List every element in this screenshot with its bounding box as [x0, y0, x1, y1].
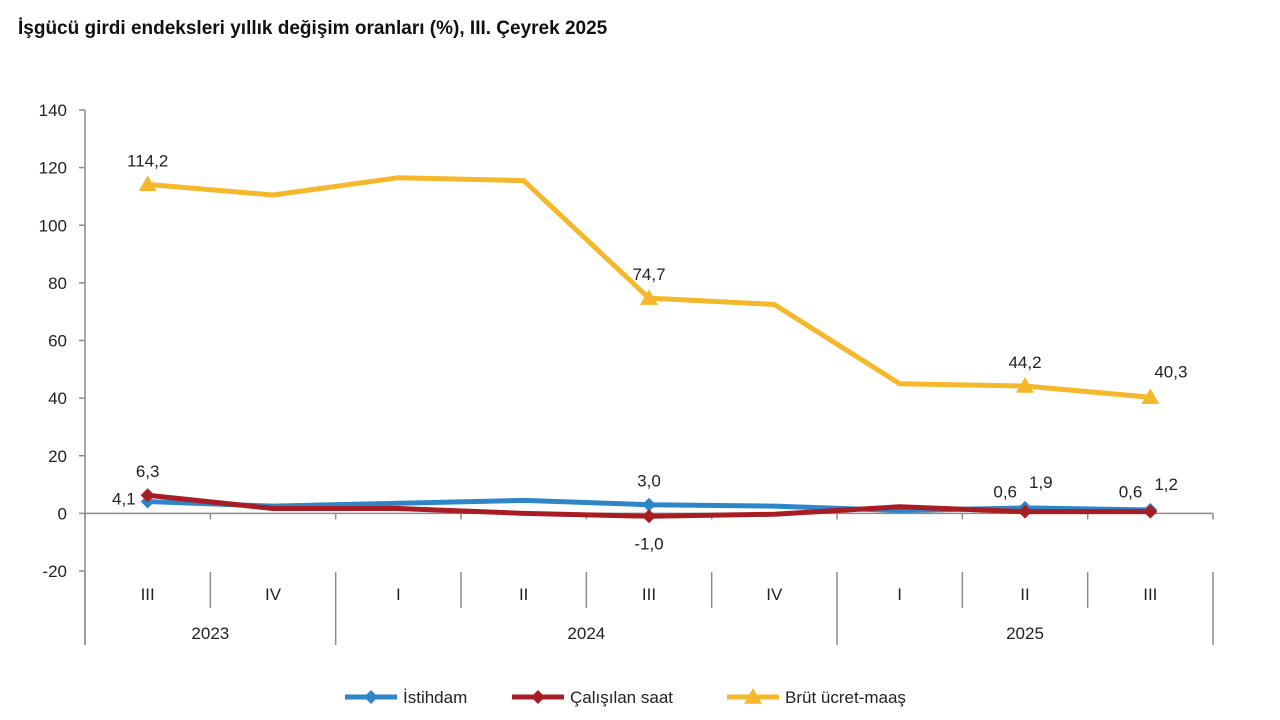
- x-tick-label: I: [396, 585, 401, 604]
- legend-item-0: İstihdam: [345, 688, 467, 707]
- x-tick-label: IV: [766, 585, 783, 604]
- series-lines: [138, 175, 1160, 524]
- data-label: 1,9: [1029, 473, 1053, 492]
- series-1: [140, 488, 1158, 524]
- chart-title: İşgücü girdi endeksleri yıllık değişim o…: [18, 18, 608, 39]
- data-label: 3,0: [637, 472, 661, 491]
- y-tick-label: 20: [48, 447, 67, 466]
- x-tick-label: II: [1020, 585, 1029, 604]
- data-label: 0,6: [1119, 483, 1143, 502]
- y-tick-label: 100: [39, 216, 67, 235]
- data-point-marker: [1143, 504, 1158, 519]
- data-label: 40,3: [1154, 362, 1187, 381]
- data-point-marker: [1016, 377, 1034, 393]
- legend-label: Brüt ücret-maaş: [785, 688, 906, 707]
- x-tick-label: IV: [265, 585, 282, 604]
- data-label: 1,2: [1154, 475, 1178, 494]
- x-tick-label: I: [897, 585, 902, 604]
- data-label: -1,0: [634, 534, 663, 553]
- data-point-marker: [140, 488, 155, 503]
- data-label: 74,7: [632, 265, 665, 284]
- y-tick-label: 140: [39, 101, 67, 120]
- data-label: 0,6: [993, 483, 1017, 502]
- y-tick-label: 60: [48, 332, 67, 351]
- data-point-marker: [138, 175, 157, 192]
- y-tick-label: -20: [42, 562, 67, 581]
- data-point-marker: [640, 289, 658, 305]
- legend-label: İstihdam: [403, 688, 467, 707]
- series-line: [145, 175, 1153, 400]
- data-label: 44,2: [1008, 353, 1041, 372]
- y-tick-label: 120: [39, 159, 67, 178]
- x-tick-label: III: [1143, 585, 1157, 604]
- data-label: 4,1: [112, 490, 136, 509]
- x-tick-label: II: [519, 585, 528, 604]
- data-labels: 4,1 3,0 1,9 1,2 6,3 -1,0 0,6 0,6 114,2 74,7 44,2 40…: [112, 151, 1187, 553]
- series-2: [138, 175, 1160, 405]
- year-label: 2025: [1006, 624, 1044, 643]
- legend-item-1: Çalışılan saat: [512, 688, 673, 707]
- data-point-marker: [642, 497, 656, 512]
- data-point-marker: [1141, 388, 1160, 405]
- legend-item-2: Brüt ücret-maaş: [727, 688, 906, 707]
- legend-marker: [364, 690, 378, 704]
- data-point-marker: [1018, 504, 1032, 519]
- y-tick-label: 40: [48, 389, 67, 408]
- legend: İstihdam Çalışılan saat Brüt ücret-maaş: [345, 688, 906, 707]
- y-tick-label: 80: [48, 274, 67, 293]
- legend-marker: [744, 688, 762, 704]
- data-label: 114,2: [127, 151, 168, 170]
- legend-label: Çalışılan saat: [570, 688, 673, 707]
- x-tick-label: III: [642, 585, 656, 604]
- legend-marker: [531, 690, 545, 704]
- y-tick-label: 0: [58, 504, 67, 523]
- data-point-marker: [642, 509, 656, 524]
- data-label: 6,3: [136, 462, 160, 481]
- year-label: 2024: [567, 624, 605, 643]
- x-tick-label: III: [141, 585, 155, 604]
- year-label: 2023: [191, 624, 229, 643]
